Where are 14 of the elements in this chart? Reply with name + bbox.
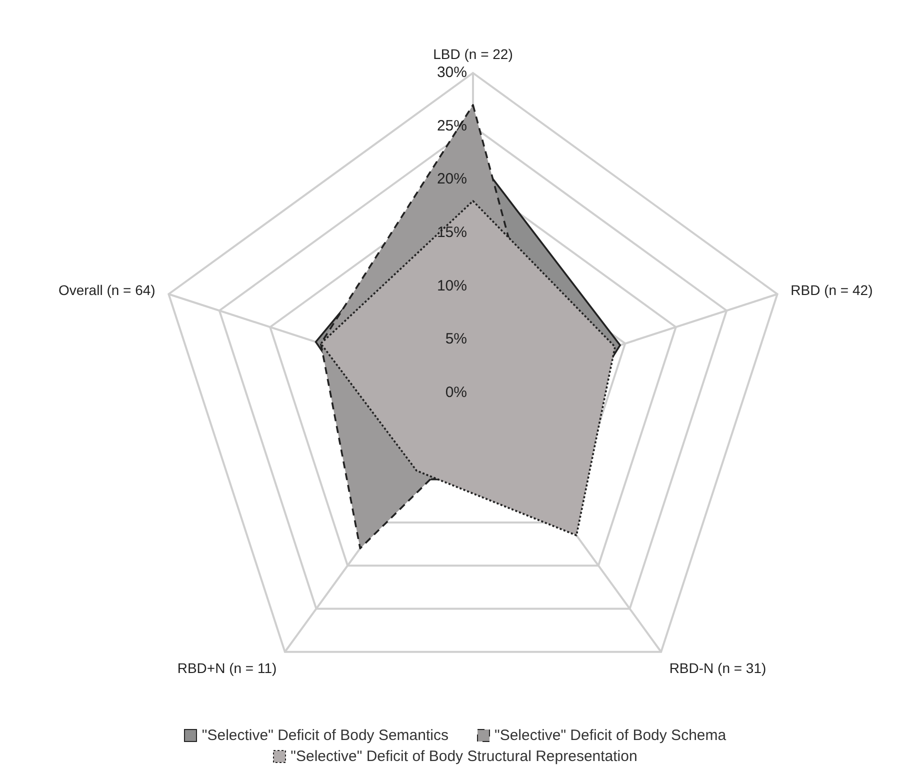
spoke-label: LBD (n = 22) [433, 46, 513, 62]
y-tick-label: 0% [445, 384, 467, 401]
y-tick-label: 30% [436, 64, 467, 81]
spoke-label: RBD+N (n = 11) [177, 660, 277, 676]
y-tick-label: 10% [436, 277, 467, 294]
y-tick-label: 15% [436, 224, 467, 241]
y-tick-label: 5% [445, 330, 467, 348]
y-tick-label: 20% [436, 170, 467, 188]
legend-label: "Selective" Deficit of Body Structural Representation [290, 748, 638, 765]
spoke-label: RBD (n = 42) [790, 282, 873, 298]
legend-label: "Selective" Deficit of Body Semantics [202, 727, 448, 744]
spoke-label: RBD-N (n = 31) [669, 660, 766, 676]
spoke-label: Overall (n = 64) [58, 282, 156, 298]
legend-label: "Selective" Deficit of Body Schema [494, 727, 726, 744]
